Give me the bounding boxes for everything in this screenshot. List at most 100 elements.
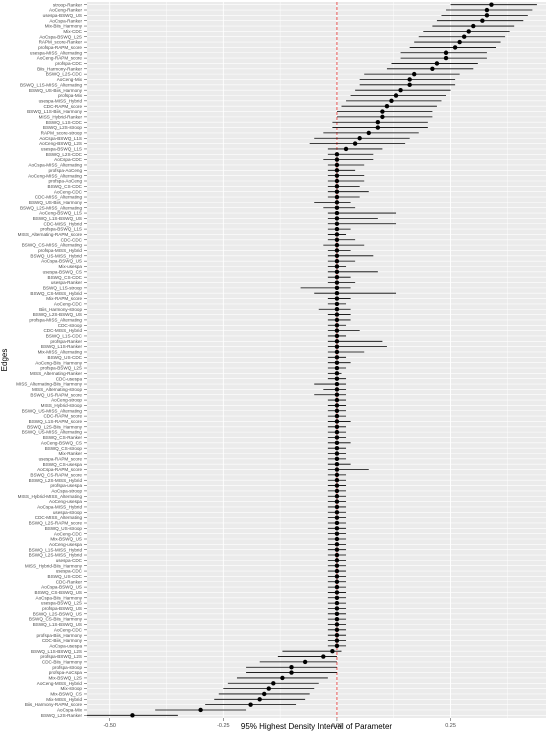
estimate-point	[334, 461, 340, 467]
estimate-point	[334, 600, 340, 606]
point-group	[130, 2, 494, 718]
estimate-point	[334, 483, 340, 488]
estimate-point	[375, 125, 381, 130]
estimate-point	[198, 707, 203, 713]
estimate-point	[334, 574, 340, 579]
y-tick-label: BSWQ_L2S-RAPM_score	[29, 521, 83, 526]
y-tick-label: Mix-Biis_Harmony	[45, 24, 83, 29]
y-tick-label: usespa-BSWQ_L2S	[41, 601, 82, 606]
y-tick-label: Mix-BSWQ_US	[50, 537, 82, 542]
y-tick-label: CDC-RAPM_score	[43, 414, 82, 419]
y-tick-label: AoCeng-Biis_Harmony	[35, 360, 82, 365]
y-tick-label: usespa-BSWQ_L1S	[41, 147, 82, 152]
y-tick-label: BSWQ_L2S-MISS_Hybrid	[29, 478, 83, 483]
estimate-point	[248, 702, 253, 707]
estimate-point	[480, 18, 485, 23]
estimate-point	[407, 77, 412, 82]
y-tick-label: BSWQ_CS-Ranker	[43, 435, 83, 440]
estimate-point	[334, 563, 340, 568]
estimate-point	[334, 413, 340, 419]
estimate-point	[366, 130, 371, 136]
x-tick-label: -0.50	[103, 723, 116, 729]
y-tick-label: MISS_Alternating-RAPM_score	[18, 232, 83, 237]
estimate-point	[334, 301, 340, 307]
estimate-point	[334, 419, 340, 424]
estimate-point	[380, 114, 385, 120]
estimate-point	[443, 55, 449, 61]
estimate-point	[334, 232, 340, 237]
y-tick-label: profspa-MISS_Alternating	[29, 318, 82, 323]
y-tick-label: AoCeng-RAPM_score	[37, 56, 83, 61]
y-tick-label: profspa-BSWQ_L2S	[40, 366, 82, 371]
y-tick-label: profspa-CDC	[55, 61, 82, 66]
estimate-point	[262, 691, 267, 697]
estimate-point	[334, 339, 340, 344]
estimate-point	[271, 681, 276, 686]
estimate-point	[334, 472, 340, 478]
estimate-point	[334, 568, 340, 574]
y-tick-label: usespa-MISS_Alternating	[30, 50, 83, 55]
y-tick-label: BSWQ_CS-Biis_Harmony	[29, 617, 83, 622]
estimate-point	[334, 451, 340, 456]
estimate-point	[334, 424, 340, 429]
estimate-point	[334, 344, 340, 349]
estimate-point	[484, 13, 490, 18]
y-tick-label: BSWQ_L2S-Ranker	[41, 713, 83, 718]
estimate-point	[430, 66, 435, 71]
y-tick-label: usespa-CDC	[56, 569, 83, 574]
estimate-point	[334, 205, 340, 210]
estimate-point	[334, 328, 340, 333]
y-tick-label: AoCeng-BSWQ_L1S	[39, 211, 82, 216]
x-tick-label: 0.00	[332, 723, 343, 729]
estimate-point	[257, 697, 262, 702]
estimate-point	[334, 280, 340, 285]
y-tick-label: CDC-MISS_Alternating	[35, 195, 83, 200]
y-tick-label: BSWQ_L1S-stroop	[43, 285, 83, 290]
y-tick-label: AoCspa-BSWQ_US	[41, 259, 82, 264]
estimate-point	[334, 258, 340, 264]
y-tick-label: MISS_Hybrid-MISS_Alternating	[18, 494, 83, 499]
estimate-point	[334, 381, 340, 387]
estimate-point	[334, 547, 340, 552]
y-tick-label: AoCspa-BSWQ_US	[41, 585, 82, 590]
estimate-point	[334, 403, 340, 408]
y-tick-label: BSWQ_CS-MISS_Hybrid	[30, 291, 82, 296]
y-tick-label: Mix-RAPM_score	[46, 296, 82, 301]
estimate-point	[334, 221, 340, 226]
y-tick-label: MISS_Alternating-Biis_Harmony	[16, 382, 83, 387]
y-tick-label: BSWQ_L2S-BSWQ_US	[33, 312, 82, 317]
estimate-point	[334, 237, 340, 242]
y-tick-label: usespa-RAPM_score	[39, 456, 83, 461]
estimate-point	[334, 627, 340, 633]
y-tick-label: CDC-MISS_Hybrid	[43, 328, 82, 333]
estimate-point	[334, 387, 340, 392]
estimate-point	[484, 7, 490, 13]
y-tick-label: MISS_Hybrid-Ranker	[39, 114, 83, 119]
estimate-point	[334, 296, 340, 301]
x-tick-labels: -0.50 -0.25 0.00 0.25	[103, 718, 456, 729]
y-tick-label: BSWQ_US-MISS_Alternating	[22, 408, 83, 413]
y-tick-label: Mix-BSWQ_L2S	[49, 676, 82, 681]
estimate-point	[334, 168, 340, 173]
y-tick-label: BSWQ_CS-CDC	[48, 184, 83, 189]
y-tick-label: AoCeng-BSWQ_L2S	[39, 141, 82, 146]
y-tick-label: AoCspa-Ranker	[49, 18, 82, 23]
x-tick-label: 0.25	[445, 723, 456, 729]
estimate-point	[452, 45, 458, 50]
estimate-point	[334, 440, 340, 446]
estimate-point	[380, 109, 385, 114]
estimate-point	[357, 136, 362, 141]
y-tick-label: usespa-CDC	[56, 558, 83, 563]
estimate-point	[334, 520, 340, 526]
y-tick-label: BSWQ_CS-MISS_Alternating	[22, 243, 83, 248]
y-tick-label: profspa-MISS_Hybrid	[38, 248, 82, 253]
y-tick-label: BSWQ_L2S-MISS_Hybrid	[29, 553, 83, 558]
estimate-point	[443, 50, 449, 55]
estimate-point	[334, 162, 340, 168]
y-tick-label: BSWQ_L1S-Ranker	[41, 344, 83, 349]
y-tick-label: profspa-Ranker	[50, 339, 82, 344]
y-axis-title: Edges	[0, 349, 9, 372]
estimate-point	[457, 39, 462, 45]
estimate-point	[334, 467, 340, 472]
